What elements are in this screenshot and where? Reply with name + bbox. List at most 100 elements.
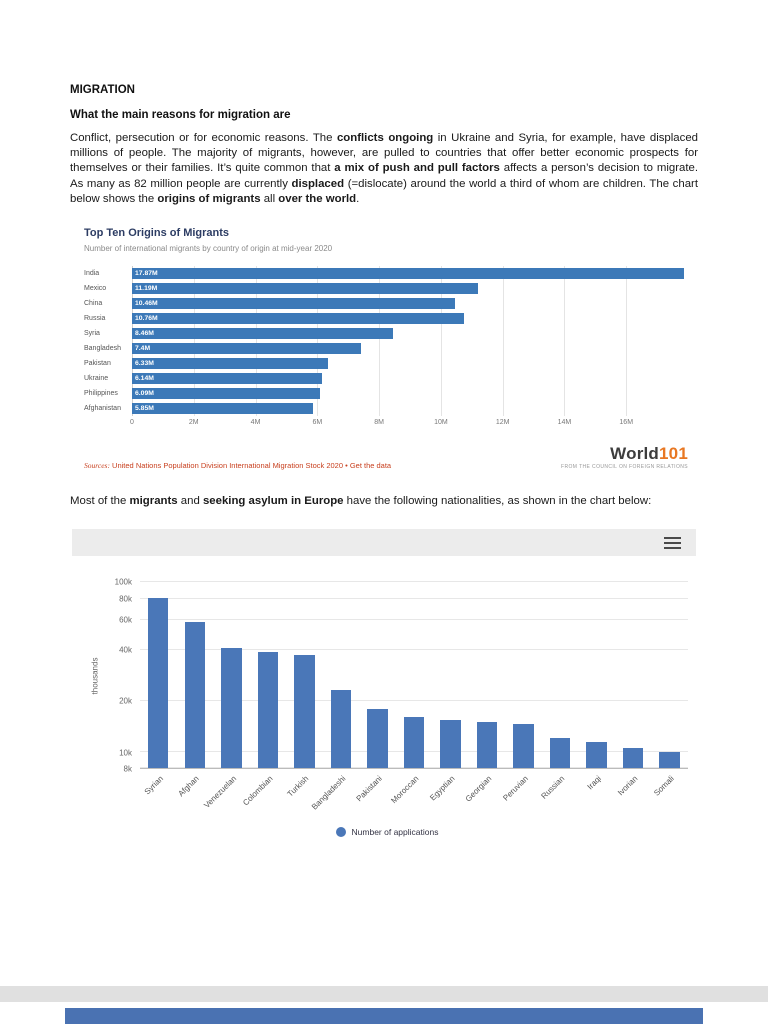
origins-chart-row: Russia 10.76M [84,311,688,326]
origins-chart-row: Afghanistan 5.85M [84,401,688,416]
bar-cell [359,582,396,769]
gridline [502,266,504,417]
nationality-label: Russian [539,774,567,802]
bar-cell [542,582,579,769]
asylum-chart: thousands 100k 80k 60k 40k 20k 10k 8k Syrian Af… [72,529,696,838]
bar-cell [578,582,615,769]
origins-x-axis: 0 2M 4M 6M 8M 10M 12M 14M 16M [130,419,688,431]
country-bar: 5.85M [132,403,313,415]
nationality-label: Syrian [142,774,165,797]
second-paragraph: Most of the migrants and seeking asylum … [70,494,698,509]
bar-value-label: 6.09M [135,390,154,398]
bar-track: 6.33M [132,358,688,370]
text-segment: Conflict, persecution or for economic re… [70,132,337,144]
logo-tagline: From the Council on Foreign Relations [561,464,688,471]
country-label: Afghanistan [84,405,121,413]
gridline [132,266,133,417]
nationality-label: Turkish [286,774,311,799]
text-segment: Most of the [70,495,130,508]
bar-track: 10.46M [132,298,688,310]
asylum-y-axis: 100k 80k 60k 40k 20k 10k 8k [104,578,140,774]
country-label: Pakistan [84,360,111,368]
hamburger-menu-icon[interactable] [662,535,683,551]
gridline [140,618,688,620]
gridline [140,597,688,599]
bar-track: 17.87M [132,268,688,280]
document-page-1: MIGRATION What the main reasons for migr… [0,0,768,986]
y-axis-title: thousands [90,657,100,695]
bar-cell [250,582,287,769]
bar-track: 8.46M [132,328,688,340]
gridline [140,581,688,583]
gridline [317,266,319,417]
origins-chart-row: Mexico 11.19M [84,281,688,296]
text-segment-bold: over the world [278,192,357,205]
gridline [255,266,257,417]
x-label-cell: Colombian [241,769,287,825]
country-label: Russia [84,315,106,323]
chart-footer: Sources: United Nations Population Divis… [84,445,688,470]
origins-chart: Top Ten Origins of Migrants Number of in… [84,227,688,470]
chart-legend[interactable]: Number of applications [86,827,688,838]
country-label: Syria [84,330,100,338]
text-segment-bold: migrants [129,495,178,508]
gridline [626,266,628,417]
asylum-bars [140,582,688,769]
bar-cell [505,582,542,769]
bar-cell [286,582,323,769]
y-axis-tick-label: 10k [119,748,132,758]
get-the-data-link[interactable]: Get the data [349,461,392,471]
country-label: Mexico [84,285,107,293]
x-axis-tick-label: 2M [188,419,199,427]
text-segment: have the following nationalities, as sho… [343,495,652,508]
nationality-bar [586,741,607,769]
gridline [140,648,688,650]
text-segment-bold: a mix of push and pull factors [334,162,500,175]
world101-logo: World101 From the Council on Foreign Rel… [561,445,688,470]
section-subheading: What the main reasons for migration are [70,109,291,121]
nationality-label: Afghan [176,774,202,799]
y-axis-tick-label: 80k [119,594,132,604]
bar-cell [213,582,250,769]
bar-cell [432,582,469,769]
country-label: Bangladesh [84,345,121,353]
legend-label: Number of applications [351,827,439,838]
next-page-blue-banner [65,1008,703,1024]
bar-value-label: 6.14M [135,375,154,383]
nationality-bar [440,719,461,769]
nationality-label: Iraqi [585,774,604,792]
bar-cell [651,582,688,769]
country-bar: 10.46M [132,298,456,310]
x-label-cell: Iraqi [578,769,615,825]
nationality-bar [148,597,169,769]
bar-track: 5.85M [132,403,688,415]
source-text: United Nations Population Division Inter… [109,461,350,471]
y-axis-tick-label: 60k [119,615,132,625]
asylum-chart-body: thousands 100k 80k 60k 40k 20k 10k 8k Syrian Af… [72,556,696,838]
nationality-bar [257,651,279,769]
logo-world-text: World [610,444,660,464]
origins-chart-row: India 17.87M [84,266,688,281]
bar-track: 6.09M [132,388,688,400]
country-bar: 8.46M [132,328,394,340]
x-label-cell: Georgian [464,769,506,825]
asylum-plot-area [140,581,688,770]
bar-cell [140,582,177,769]
origins-chart-row: Ukraine 6.14M [84,371,688,386]
nationality-bar [622,748,644,769]
nationality-bar [294,655,315,769]
nationality-bar [403,717,425,769]
country-bar: 6.33M [132,358,328,370]
nationality-bar [513,724,534,769]
bar-track: 6.14M [132,373,688,385]
bar-cell [396,582,433,769]
x-axis-tick-label: 16M [619,419,634,427]
chart-toolbar [72,529,696,557]
nationality-bar [184,622,206,769]
x-label-cell: Peruvian [501,769,542,825]
gridline [140,699,688,701]
bar-cell [615,582,652,769]
country-bar: 17.87M [132,268,684,280]
text-segment: (=dislocate) around the world a third of… [70,177,698,205]
nationality-bar [330,690,352,769]
